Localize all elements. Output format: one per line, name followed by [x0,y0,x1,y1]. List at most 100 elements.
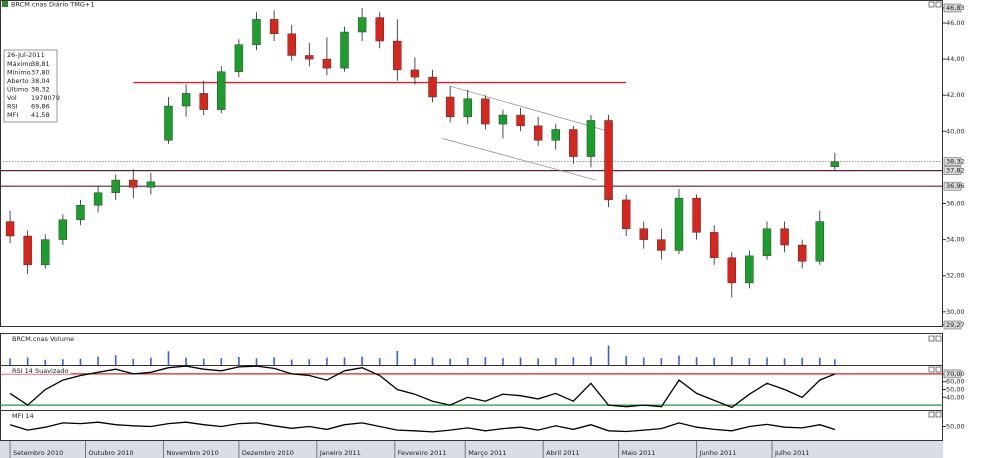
volume-bar [818,357,821,365]
y-tick-label: 44,00 [946,55,965,63]
candle-body [287,33,296,56]
volume-bar [678,355,680,365]
x-axis-band [0,441,943,458]
indicator-line [9,421,836,433]
volume-bar [590,356,592,365]
x-tick-label: Setembro 2010 [13,449,63,457]
candle-body [551,129,560,141]
candle-body [445,96,455,118]
volume-bar [834,359,836,365]
volume-bar [79,358,82,365]
candle-body [762,228,772,257]
candle-body [269,19,279,35]
panel-header [1,367,71,374]
price-panel [0,0,943,327]
x-tick-label: Outubro 2010 [88,449,133,457]
candle-body [815,221,824,262]
y-tick-label: 38,32 [946,158,965,166]
volume-bar [766,357,768,365]
y-tick-label: 60,00 [946,378,965,386]
volume-bar [660,358,663,365]
candle-body [569,129,578,157]
panel-header [1,335,71,342]
volume-bar [484,356,487,365]
y-label-box [943,166,962,175]
volume-bar [783,358,786,365]
volume-bar [502,358,504,365]
candle-body [639,228,648,240]
y-tick-label: 36,00 [946,200,965,208]
candle-body [357,17,367,33]
candle-body [58,219,68,240]
candle-body [111,179,120,193]
candle-body [217,71,226,110]
y-tick-label: 46,83 [946,4,965,12]
candle-body [463,98,472,118]
panel-buttons [928,1,942,418]
y-label-box [943,3,962,13]
info-label: RSI [7,103,18,111]
x-tick-label: Dezembro 2010 [242,449,294,457]
volume-bar [308,359,311,365]
volume-bar [9,358,11,365]
volume-bar [730,356,733,365]
volume-bar [238,356,240,365]
icon [2,1,8,7]
candle-body [621,199,631,229]
y-label-box [943,181,962,191]
volume-bar [220,358,223,365]
candle-body [727,257,736,284]
volume-bar [361,356,363,365]
candle-body [93,192,103,206]
candle-body [375,17,384,42]
info-box [3,49,58,123]
info-value: 38,04 [31,77,50,85]
panel-title: BRCM.cnas Volume [12,335,74,343]
x-tick-label: Abril 2011 [546,449,579,457]
panel-title: RSI 14 Suavizado [12,367,68,375]
candle-body [604,120,613,201]
candle-body [533,125,543,141]
candle-body [780,228,789,246]
candle-body [428,76,437,98]
volume-bar [343,357,346,365]
volume-bar [431,357,434,365]
candle-body [129,179,138,188]
volume-bar [185,357,187,365]
volume-bar [607,345,610,365]
info-value: 69,86 [31,103,50,111]
volume-bar [396,350,399,365]
x-tick-label: Março 2011 [468,449,506,457]
y-tick-label: 40,00 [946,127,965,135]
candle-body [252,19,261,45]
candle-body [41,239,50,266]
volume-bar [255,358,258,365]
candle-body [340,31,349,69]
y-tick-label: 34,00 [946,236,965,244]
y-tick-label: 50,00 [946,386,965,394]
candle-body [199,93,208,110]
info-value: 37,80 [31,69,50,77]
candle-body [164,105,173,141]
y-label-box [943,320,962,330]
candle-body [305,55,314,60]
info-value: 38,32 [31,86,50,94]
x-tick-label: Fevereiro 2011 [398,449,447,457]
volume-bar [748,358,751,365]
trend-line [442,138,597,181]
info-date: 26-Jul-2011 [7,51,45,59]
candle-body [674,197,684,251]
volume-bar [414,358,416,365]
volume-bar [167,351,170,365]
candle-body [586,120,596,157]
volume-bar [572,357,575,365]
x-tick-label: Novembro 2010 [166,449,218,457]
y-tick-label: 42,00 [946,91,965,99]
indicator-line [9,365,836,409]
info-label: Aberto [7,77,29,85]
volume-bar [625,356,627,365]
volume-bar [642,357,645,365]
candle-body [498,114,508,125]
trend-line [450,85,609,132]
y-tick-label: 29,27 [946,321,965,329]
